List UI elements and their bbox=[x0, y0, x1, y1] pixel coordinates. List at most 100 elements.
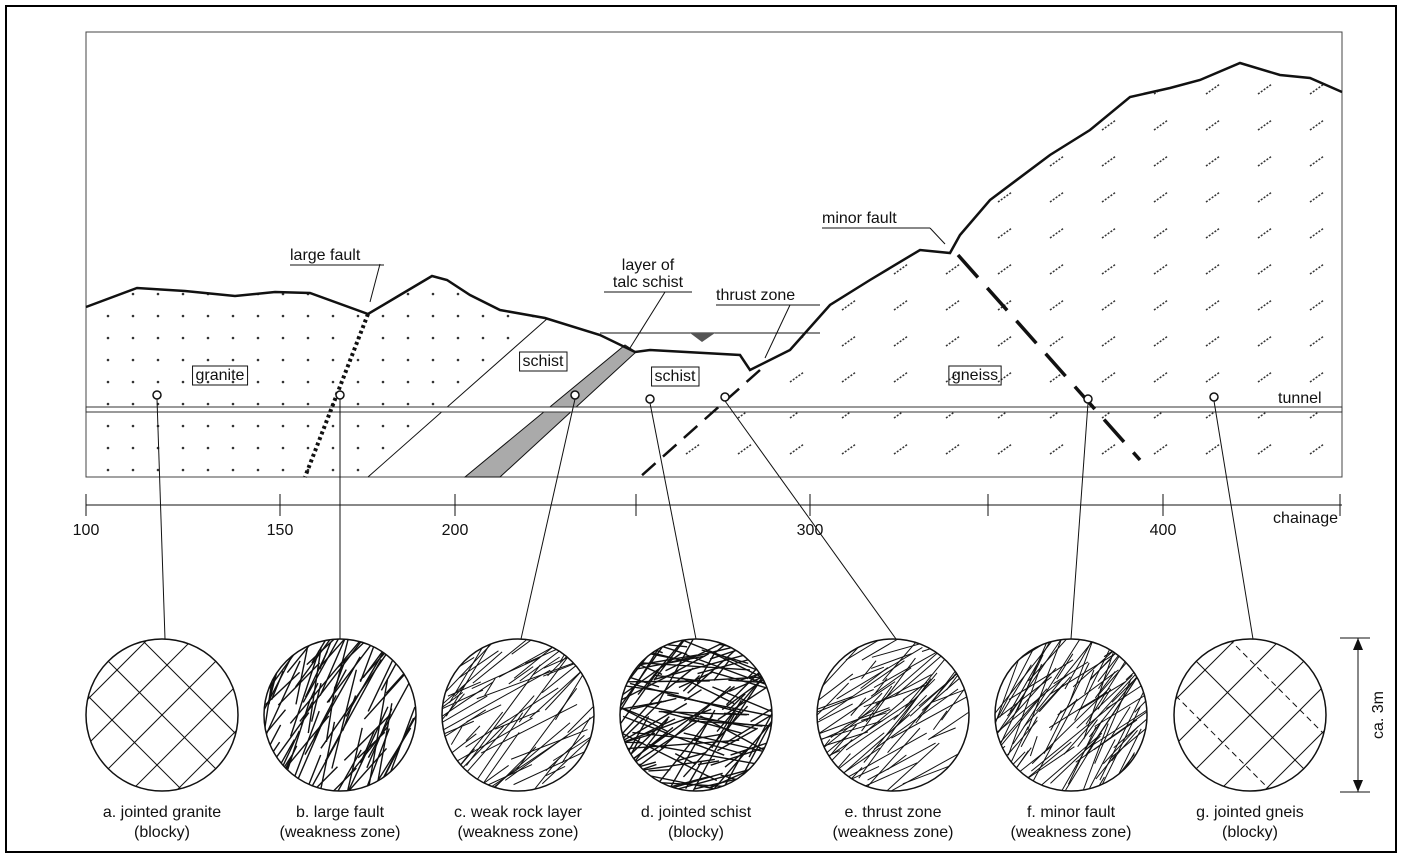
fracture bbox=[637, 639, 692, 695]
unit-box bbox=[651, 366, 700, 387]
leader bbox=[1070, 402, 1089, 640]
contact bbox=[367, 317, 549, 478]
fracture bbox=[1065, 739, 1098, 791]
fracture bbox=[620, 739, 740, 751]
fracture bbox=[345, 727, 412, 791]
fracture bbox=[1041, 732, 1103, 786]
fracture bbox=[850, 697, 867, 716]
fracture bbox=[620, 672, 660, 688]
fracture bbox=[656, 639, 695, 705]
fracture bbox=[442, 669, 551, 732]
sample-title: d. jointed schist bbox=[641, 804, 752, 821]
fracture bbox=[685, 761, 703, 789]
fracture bbox=[678, 671, 713, 689]
fracture bbox=[1038, 676, 1071, 713]
fracture bbox=[1098, 639, 1147, 690]
fracture bbox=[480, 703, 578, 754]
leader bbox=[764, 304, 791, 359]
fracture bbox=[817, 692, 892, 770]
fracture bbox=[319, 639, 358, 696]
fracture bbox=[1066, 723, 1109, 791]
fracture bbox=[264, 639, 290, 690]
sample-note: (blocky) bbox=[668, 824, 724, 841]
fracture bbox=[995, 639, 1036, 667]
fracture bbox=[481, 732, 520, 787]
fracture bbox=[265, 671, 301, 706]
fracture bbox=[621, 775, 650, 783]
fracture bbox=[293, 727, 321, 788]
fracture bbox=[1103, 639, 1139, 658]
fracture bbox=[817, 720, 883, 750]
fracture bbox=[819, 639, 883, 662]
fracture bbox=[484, 677, 496, 696]
fracture bbox=[825, 699, 914, 759]
fracture bbox=[1085, 639, 1147, 725]
fracture bbox=[946, 639, 969, 691]
fracture bbox=[472, 639, 527, 684]
fracture bbox=[995, 751, 1026, 791]
fracture bbox=[737, 778, 772, 791]
fracture bbox=[995, 667, 1057, 758]
fracture bbox=[746, 644, 772, 680]
fracture bbox=[1036, 639, 1111, 712]
fracture bbox=[653, 639, 698, 681]
fracture bbox=[817, 673, 854, 725]
marker bbox=[720, 392, 730, 402]
label: layer of bbox=[622, 257, 675, 274]
fracture bbox=[287, 698, 311, 770]
fracture bbox=[824, 733, 850, 755]
joint bbox=[86, 639, 238, 791]
fracture bbox=[738, 639, 772, 650]
fracture bbox=[932, 710, 948, 731]
sample-circle bbox=[85, 638, 239, 792]
joint bbox=[86, 639, 149, 791]
fracture bbox=[728, 679, 769, 684]
fracture bbox=[290, 735, 341, 791]
fracture bbox=[882, 651, 940, 702]
fracture bbox=[620, 763, 657, 780]
fracture bbox=[995, 639, 1071, 685]
sample-note: (weakness zone) bbox=[458, 824, 579, 841]
fracture bbox=[644, 705, 757, 730]
fracture bbox=[465, 725, 481, 742]
marker bbox=[335, 390, 345, 400]
fracture bbox=[995, 688, 1048, 749]
fracture bbox=[620, 700, 663, 772]
fracture bbox=[877, 742, 940, 791]
fracture bbox=[359, 729, 376, 764]
fracture bbox=[1068, 639, 1108, 704]
fracture bbox=[375, 703, 393, 791]
fracture bbox=[620, 732, 656, 749]
fracture bbox=[620, 699, 654, 764]
fracture bbox=[620, 700, 667, 713]
fracture bbox=[930, 688, 968, 704]
fracture bbox=[447, 681, 482, 697]
fracture bbox=[310, 682, 322, 722]
fracture bbox=[466, 664, 541, 766]
sample-title: a. jointed granite bbox=[103, 804, 221, 821]
fracture bbox=[861, 657, 916, 732]
fracture bbox=[264, 724, 282, 784]
fracture bbox=[620, 639, 678, 660]
tick-label: 400 bbox=[1150, 522, 1177, 539]
fracture bbox=[552, 726, 594, 762]
fracture bbox=[943, 774, 969, 791]
fracture bbox=[708, 770, 747, 789]
fracture bbox=[1020, 716, 1038, 748]
fracture bbox=[995, 639, 1041, 667]
fracture bbox=[921, 639, 969, 652]
fracture bbox=[632, 731, 699, 741]
unit-label: schist bbox=[523, 353, 564, 370]
fracture bbox=[1089, 639, 1147, 681]
fracture bbox=[1009, 639, 1061, 712]
fracture bbox=[1076, 674, 1133, 729]
fracture bbox=[264, 660, 301, 737]
joint bbox=[1174, 639, 1237, 791]
marker bbox=[1209, 392, 1219, 402]
fracture bbox=[845, 714, 899, 751]
fracture bbox=[561, 717, 591, 764]
sample-title: g. jointed gneis bbox=[1196, 804, 1304, 821]
fracture bbox=[861, 660, 877, 679]
fracture bbox=[849, 666, 885, 681]
